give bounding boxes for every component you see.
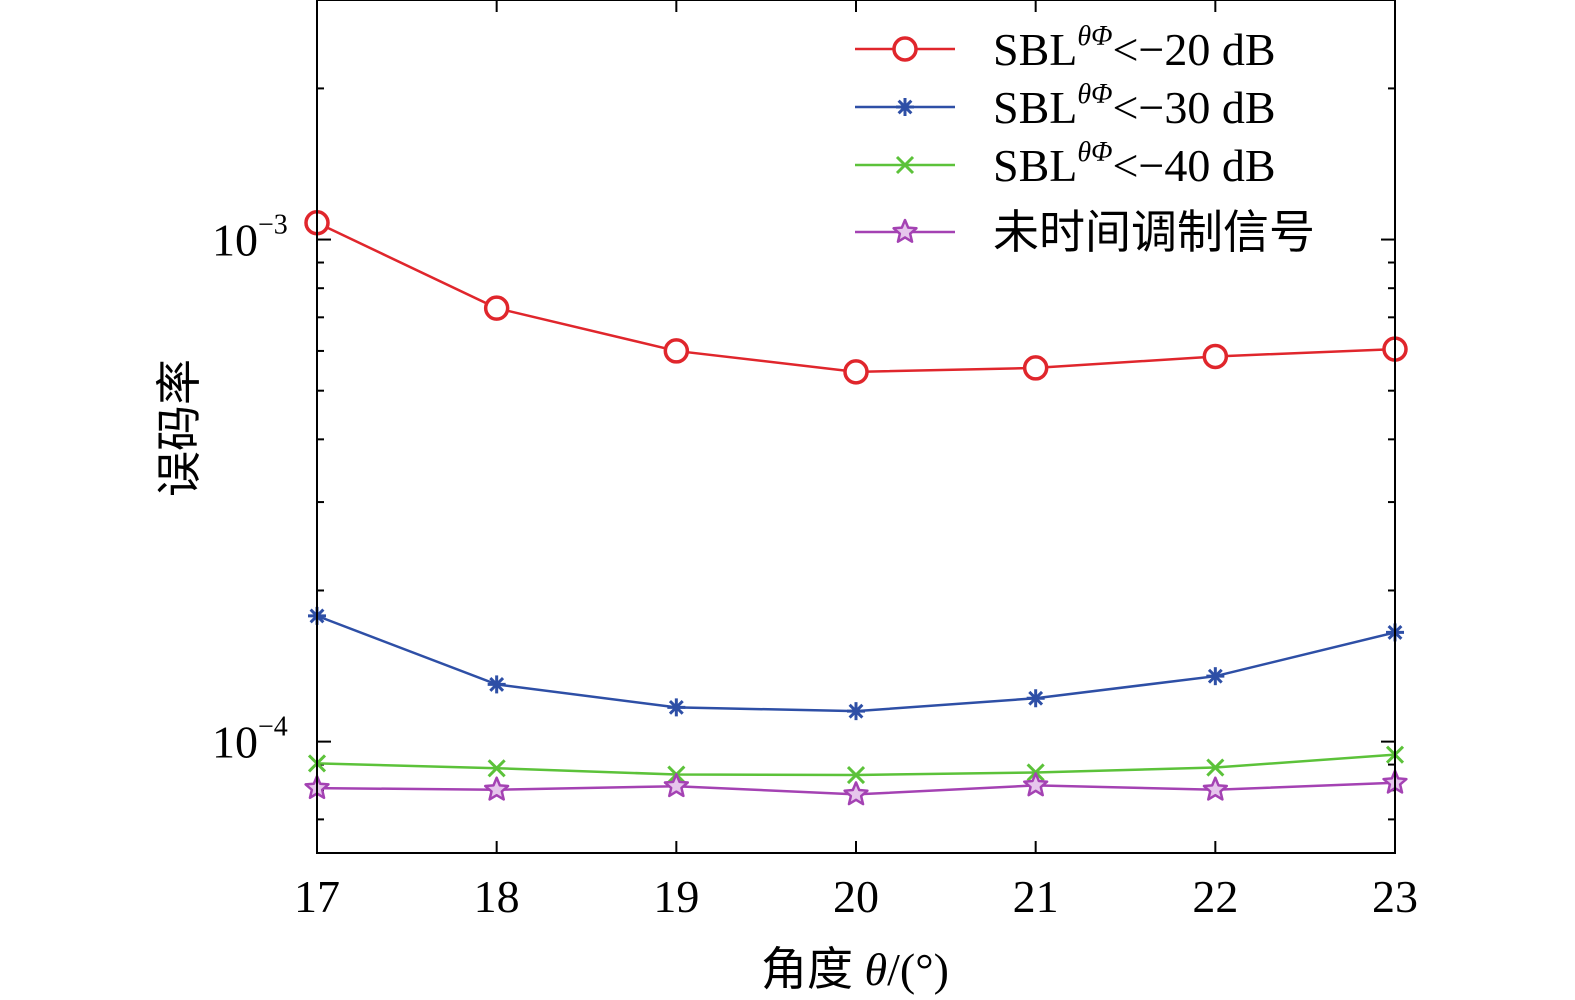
x-axis-ticks: 17 18 19 20 21 22 23 (294, 0, 1418, 922)
x-marker (895, 155, 915, 175)
data-point (1023, 772, 1049, 797)
legend-label-rest: <−40 dB (1112, 140, 1275, 191)
data-point (1202, 343, 1229, 370)
legend-item: 未时间调制信号 (855, 207, 1315, 258)
circle-marker (483, 295, 510, 321)
series-line (316, 614, 1396, 713)
star-marker (1023, 772, 1049, 797)
data-point (667, 698, 686, 717)
y-tick-label: 10−3 (212, 210, 288, 266)
data-point (1202, 776, 1228, 801)
legend-label: SBLθΦ<−20 dB (993, 21, 1276, 75)
series-layer (304, 210, 1408, 806)
data-point (483, 295, 510, 321)
star-marker (892, 218, 918, 243)
star-marker (663, 772, 689, 798)
data-point (487, 759, 506, 778)
circle-marker (843, 359, 869, 385)
circle-marker (1202, 343, 1229, 370)
asterisk-marker (1026, 689, 1045, 708)
x-marker (487, 759, 506, 778)
x-tick-label: 20 (833, 871, 879, 922)
x-tick-label: 21 (1013, 871, 1059, 922)
series-line (316, 753, 1396, 777)
data-point (1022, 355, 1049, 381)
star-marker (1202, 776, 1228, 801)
asterisk-marker (667, 698, 686, 717)
legend-item: SBLθΦ<−40 dB (855, 137, 1276, 191)
legend-label: 未时间调制信号 (993, 207, 1315, 258)
y-tick-exponent: −4 (258, 712, 288, 743)
data-point (1206, 758, 1225, 777)
circle-marker (1022, 355, 1049, 381)
legend-label-sup: θΦ (1077, 21, 1112, 52)
plot-frame (316, 0, 1396, 854)
y-tick-base: 10 (212, 215, 258, 266)
circle-marker (663, 338, 690, 364)
series-3 (307, 745, 1405, 785)
legend-item: SBLθΦ<−20 dB (855, 21, 1276, 75)
legend-label-rest: <−20 dB (1112, 24, 1275, 75)
star-marker (484, 776, 510, 801)
asterisk-marker (896, 98, 914, 116)
data-point (1206, 667, 1225, 686)
x-axis-title: 角度 θ/(°) (761, 944, 949, 995)
legend-label-main: SBL (993, 24, 1077, 75)
legend-label: SBLθΦ<−40 dB (993, 137, 1276, 191)
y-tick-label: 10−4 (212, 712, 288, 768)
asterisk-marker (487, 675, 506, 694)
x-tick-label: 19 (653, 871, 699, 922)
star-marker (843, 781, 869, 806)
legend-label-main: 未时间调制信号 (993, 207, 1315, 258)
asterisk-marker (1206, 667, 1225, 686)
x-tick-label: 18 (474, 871, 520, 922)
x-tick-label: 23 (1372, 871, 1418, 922)
legend-label-rest: <−30 dB (1112, 82, 1275, 133)
circle-marker (892, 36, 918, 62)
data-point (843, 781, 869, 806)
legend-label-main: SBL (993, 140, 1077, 191)
legend-label: SBLθΦ<−30 dB (993, 79, 1276, 133)
data-point (663, 772, 689, 798)
y-axis-title: 误码率 (154, 359, 205, 497)
series-2 (308, 606, 1404, 721)
data-point (1026, 689, 1045, 708)
data-point (484, 776, 510, 801)
x-tick-label: 22 (1192, 871, 1238, 922)
legend-label-sup: θΦ (1077, 137, 1112, 168)
x-marker (1206, 758, 1225, 777)
legend-label-sup: θΦ (1077, 79, 1112, 110)
data-point (846, 765, 866, 785)
asterisk-marker (847, 702, 865, 721)
y-axis-ticks: 10−310−4 (212, 210, 1395, 768)
y-tick-base: 10 (212, 717, 258, 768)
legend-label-main: SBL (993, 82, 1077, 133)
y-tick-exponent: −3 (258, 210, 288, 241)
data-point (487, 675, 506, 694)
x-tick-label: 17 (294, 871, 340, 922)
data-point (843, 359, 869, 385)
x-marker (846, 765, 866, 785)
data-point (663, 338, 690, 364)
data-point (847, 702, 865, 721)
legend-item: SBLθΦ<−30 dB (855, 79, 1276, 133)
